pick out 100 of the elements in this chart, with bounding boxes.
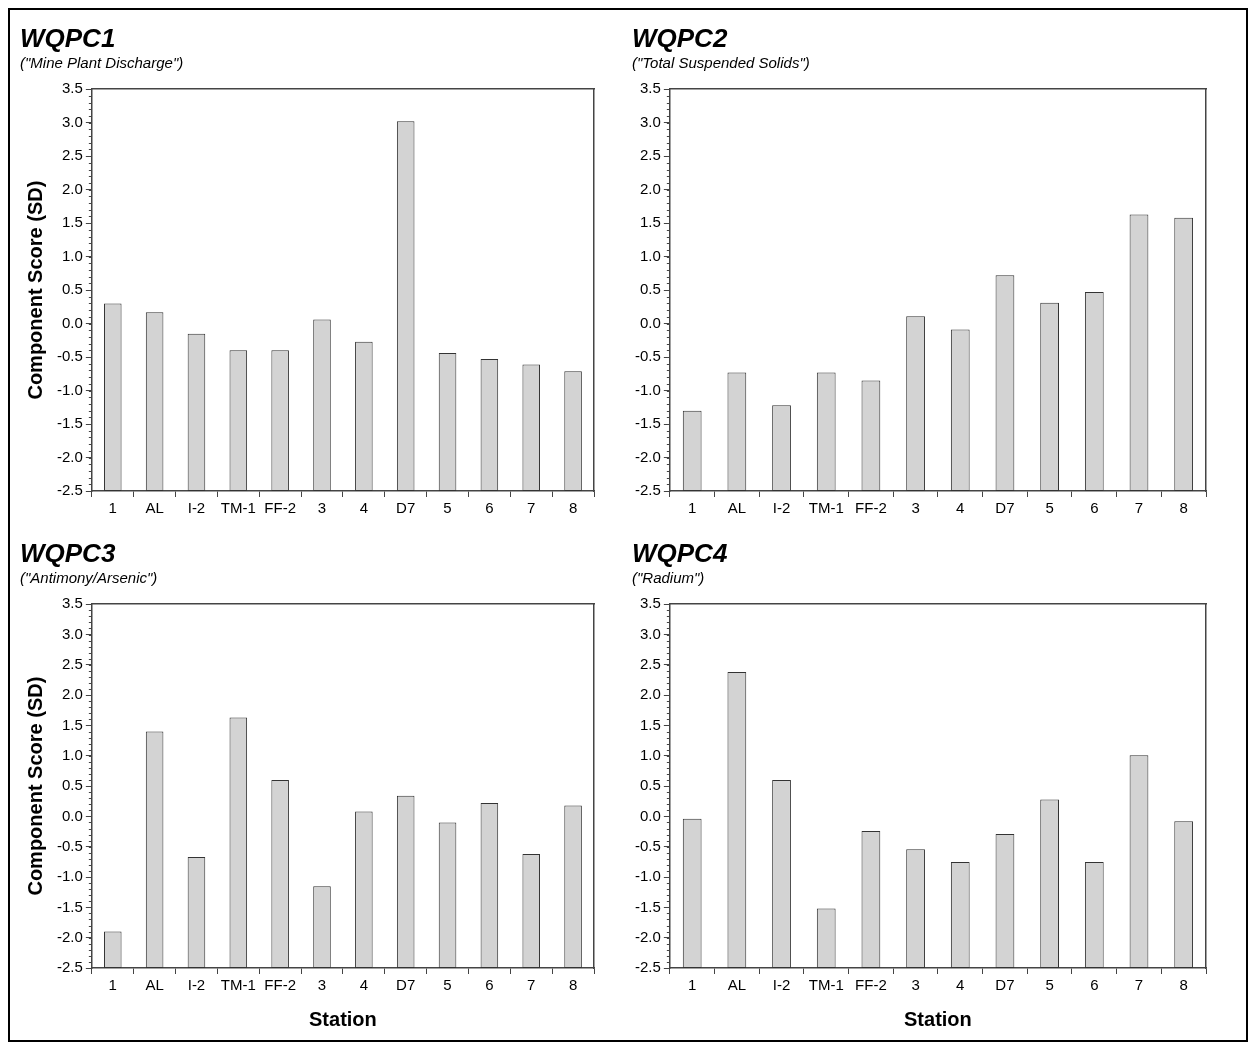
x-tick-label: I-2 [772,976,791,994]
x-tick-label: AL [145,976,164,994]
y-tick-label: -1.5 [56,414,83,432]
x-tick-label: 3 [317,976,327,994]
y-tick-label: 1.0 [639,745,661,763]
x-tick-label: 5 [443,976,452,994]
x-tick-label: TM-1 [808,499,844,517]
y-tick-label: 0.0 [639,806,661,824]
y-tick-label: 3.0 [61,624,83,642]
x-tick-label: 7 [527,499,536,517]
y-tick-label: 2.5 [61,146,83,164]
x-tick-label: 3 [911,499,920,517]
x-tick-label: 5 [1045,499,1054,517]
y-tick-label: -1.5 [634,414,661,432]
y-tick-label: 2.5 [639,146,661,164]
chart-title: WQPC3 [20,537,116,568]
x-axis-title: Station [309,1007,377,1030]
chart-subtitle: ("Radium") [632,569,705,587]
x-tick-label: D7 [995,976,1015,994]
y-tick-label: -2.5 [634,481,661,499]
x-tick-label: 7 [527,976,536,994]
x-tick-label: 8 [1179,976,1188,994]
y-tick-label: -1.0 [634,380,661,398]
x-tick-label: 4 [956,499,965,517]
y-tick-label: 3.0 [639,112,661,130]
x-tick-label: FF-2 [264,976,296,994]
x-tick-label: D7 [995,499,1015,517]
y-tick-label: -2.5 [634,958,661,976]
chart-title: WQPC4 [632,537,728,568]
x-tick-label: AL [145,499,164,517]
x-tick-label: TM-1 [808,976,844,994]
chart-subtitle: ("Total Suspended Solids") [632,54,810,72]
chart-subtitle: ("Antimony/Arsenic") [20,569,158,587]
x-tick-label: 6 [1090,976,1099,994]
y-tick-label: 0.5 [639,776,661,794]
y-tick-label: -1.0 [56,380,83,398]
y-tick-label: -1.5 [56,897,83,915]
y-tick-label: 0.5 [61,280,83,298]
x-tick-label: TM-1 [220,976,256,994]
y-tick-label: -2.0 [56,927,83,945]
y-tick-label: -0.5 [56,347,83,365]
x-tick-label: 8 [1179,499,1188,517]
y-tick-label: -2.0 [56,447,83,465]
x-tick-label: 6 [485,976,494,994]
x-tick-label: 8 [568,976,578,994]
y-tick-label: 1.0 [639,246,661,264]
y-tick-label: 2.5 [61,654,83,672]
y-tick-label: -1.0 [634,867,661,885]
y-tick-label: -2.5 [56,481,83,499]
y-tick-label: -1.0 [56,867,83,885]
x-tick-label: 5 [443,499,452,517]
y-axis-title: Component Score (SD) [23,180,46,400]
y-tick-label: -2.0 [634,927,661,945]
x-tick-label: 5 [1045,976,1054,994]
x-tick-label: 6 [1090,499,1099,517]
y-tick-label: 2.0 [639,179,661,197]
y-tick-label: 3.0 [61,112,83,130]
y-tick-label: 0.0 [639,313,661,331]
x-tick-label: D7 [396,499,416,517]
y-tick-label: 2.0 [61,685,83,703]
x-tick-label: AL [727,976,747,994]
x-tick-label: FF-2 [855,499,887,517]
x-tick-label: 4 [956,976,965,994]
y-tick-label: -0.5 [56,836,83,854]
y-tick-label: -0.5 [634,347,661,365]
x-tick-label: 1 [108,499,117,517]
x-tick-label: D7 [396,976,416,994]
x-tick-label: 6 [485,499,494,517]
y-tick-label: 0.0 [61,806,83,824]
y-tick-label: 3.5 [61,594,83,612]
x-tick-label: FF-2 [855,976,887,994]
y-tick-label: -2.5 [56,958,83,976]
y-tick-label: 3.5 [639,594,661,612]
y-tick-label: 3.5 [61,79,83,97]
x-tick-label: 1 [688,499,697,517]
y-axis-title: Component Score (SD) [23,676,46,896]
y-tick-label: 1.0 [61,246,83,264]
x-tick-label: 1 [108,976,117,994]
chart-title: WQPC2 [632,22,728,53]
y-tick-label: 3.5 [639,79,661,97]
y-tick-label: 2.5 [639,654,661,672]
x-tick-label: 3 [317,499,327,517]
x-tick-label: 7 [1134,976,1144,994]
x-tick-label: 8 [568,499,578,517]
x-tick-label: TM-1 [220,499,256,517]
x-tick-label: 4 [359,499,369,517]
y-tick-label: 1.5 [639,213,661,231]
chart-title: WQPC1 [20,22,116,53]
x-tick-label: 4 [359,976,369,994]
y-tick-label: 0.5 [61,776,83,794]
x-tick-label: I-2 [187,976,206,994]
y-tick-label: -0.5 [634,836,661,854]
x-tick-label: 7 [1134,499,1144,517]
y-tick-label: 1.5 [639,715,661,733]
x-axis-title: Station [904,1007,972,1030]
x-tick-label: I-2 [187,499,206,517]
y-tick-label: -1.5 [634,897,661,915]
y-tick-label: 1.5 [61,715,83,733]
x-tick-label: 3 [911,976,920,994]
y-tick-label: 2.0 [639,685,661,703]
